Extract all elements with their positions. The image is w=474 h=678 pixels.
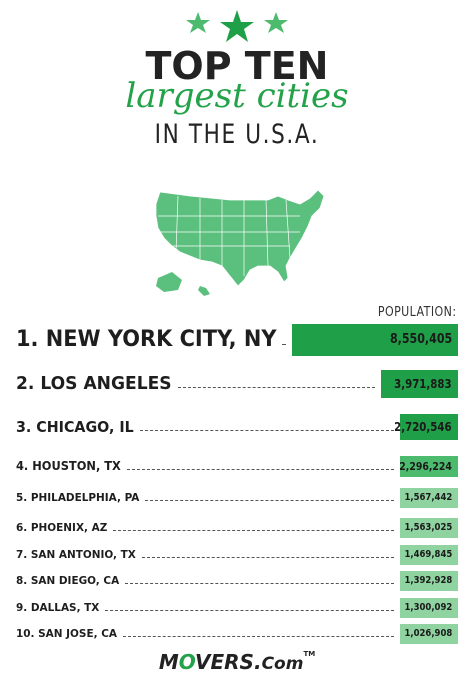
leader-line xyxy=(141,557,394,558)
bar xyxy=(292,324,458,356)
star-icon xyxy=(186,12,210,33)
bar-row: 10. SAN JOSE, CA 1,026,908 xyxy=(0,624,474,644)
bar-row: 7. SAN ANTONIO, TX 1,469,845 xyxy=(0,545,474,565)
leader-line xyxy=(145,500,394,501)
value-label: 1,469,845 xyxy=(404,549,452,560)
value-label: 8,550,405 xyxy=(389,332,452,347)
bar-row: 8. SAN DIEGO, CA 1,392,928 xyxy=(0,571,474,591)
city-label: 9. DALLAS, TX xyxy=(16,601,100,614)
value-label: 1,563,025 xyxy=(404,522,452,533)
bar xyxy=(400,598,458,618)
star-icon xyxy=(264,12,288,33)
city-label: 6. PHOENIX, AZ xyxy=(16,521,108,534)
movers-logo: MOVERS.ComTM xyxy=(158,650,316,674)
city-label: 8. SAN DIEGO, CA xyxy=(16,574,120,587)
value-label: 3,971,883 xyxy=(394,377,452,391)
city-label: 10. SAN JOSE, CA xyxy=(16,627,117,640)
star-icon xyxy=(220,10,254,42)
bar xyxy=(400,624,458,644)
value-label: 1,567,442 xyxy=(404,492,452,503)
bar-row: 2. LOS ANGELES 3,971,883 xyxy=(0,370,474,398)
city-label: 2. LOS ANGELES xyxy=(16,373,172,394)
leader-line xyxy=(126,469,394,470)
bar-row: 6. PHOENIX, AZ 1,563,025 xyxy=(0,518,474,538)
bar xyxy=(400,518,458,538)
leader-line xyxy=(177,387,375,388)
city-label: 5. PHILADELPHIA, PA xyxy=(16,491,140,504)
city-label: 3. CHICAGO, IL xyxy=(16,418,134,436)
bar xyxy=(400,488,458,508)
population-header: POPULATION: xyxy=(377,305,456,320)
bar xyxy=(400,571,458,591)
value-label: 1,026,908 xyxy=(404,628,452,639)
leader-line xyxy=(113,530,394,531)
bar-row: 9. DALLAS, TX 1,300,092 xyxy=(0,598,474,618)
bar xyxy=(400,456,458,477)
city-label: 1. NEW YORK CITY, NY xyxy=(16,327,277,352)
city-label: 4. HOUSTON, TX xyxy=(16,459,121,473)
leader-line xyxy=(105,610,394,611)
bar-row: 4. HOUSTON, TX 2,296,224 xyxy=(0,456,474,477)
title-line-3: IN THE U.S.A. xyxy=(154,119,320,150)
city-label: 7. SAN ANTONIO, TX xyxy=(16,548,136,561)
bar xyxy=(400,545,458,565)
leader-line xyxy=(122,636,394,637)
stars-decoration xyxy=(186,10,288,42)
leader-line xyxy=(282,344,286,345)
leader-line xyxy=(139,430,394,431)
value-label: 2,720,546 xyxy=(394,420,452,434)
bar-row: 5. PHILADELPHIA, PA 1,567,442 xyxy=(0,488,474,508)
bar-row: 3. CHICAGO, IL 2,720,546 xyxy=(0,414,474,440)
usa-map-icon xyxy=(155,189,325,296)
value-label: 2,296,224 xyxy=(399,460,452,473)
leader-line xyxy=(125,583,394,584)
value-label: 1,300,092 xyxy=(404,602,452,613)
bar xyxy=(381,370,458,398)
value-label: 1,392,928 xyxy=(404,575,452,586)
bar xyxy=(400,414,458,440)
title-line-1: TOP TEN xyxy=(145,44,329,88)
title-line-2: largest cities xyxy=(125,76,349,116)
bar-row: 1. NEW YORK CITY, NY 8,550,405 xyxy=(0,324,474,356)
